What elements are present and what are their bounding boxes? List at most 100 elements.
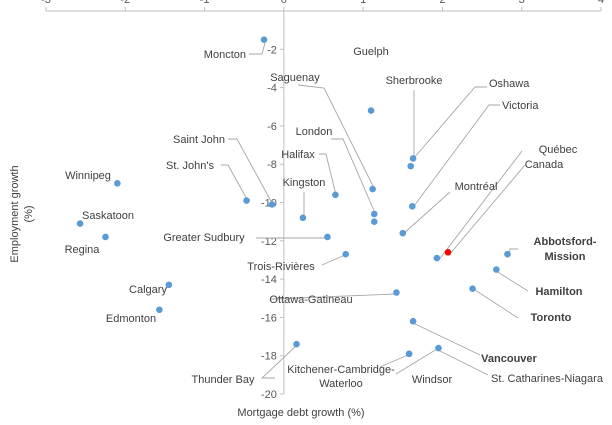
data-label: Ottawa-Gatineau — [269, 294, 352, 306]
data-label: Hamilton — [535, 286, 582, 298]
x-tick-label: -1 — [200, 0, 210, 6]
point-halifax — [332, 191, 339, 199]
point-oshawa — [407, 162, 415, 170]
data-label: Regina — [65, 244, 101, 256]
leader-line — [448, 164, 526, 256]
data-label: Montréal — [455, 181, 498, 193]
leader-line — [228, 138, 273, 204]
point-abbotsford-mission — [504, 250, 511, 258]
data-label: Victoria — [502, 100, 539, 112]
x-tick-label: 4 — [598, 0, 604, 6]
y-tick-label: -16 — [261, 312, 277, 324]
axis-titles: Mortgage debt growth (%) Employment growt… — [9, 165, 365, 419]
leader-line — [410, 321, 481, 356]
data-label: London — [296, 126, 333, 138]
leader-lines — [221, 42, 529, 379]
data-label: Saint John — [173, 134, 225, 146]
data-label: Guelph — [353, 46, 388, 58]
point-saint-j-r-me — [433, 254, 441, 262]
point-moncton — [260, 36, 268, 44]
y-tick-label: -6 — [267, 121, 277, 133]
y-tick-label: -8 — [267, 159, 277, 171]
y-axis-title-line: Employment growth — [9, 165, 21, 262]
leader-line — [260, 344, 298, 379]
point-toronto — [469, 285, 476, 292]
data-label: Thunder Bay — [192, 374, 255, 386]
point-thunder-bay — [293, 340, 300, 348]
point-greater-sudbury — [324, 233, 331, 241]
data-label: Waterloo — [319, 378, 363, 390]
point-guelph — [367, 107, 375, 114]
data-label: Abbotsford- — [534, 236, 597, 248]
data-label: Vancouver — [481, 353, 537, 365]
point-edmonton — [156, 306, 163, 314]
y-tick-label: -20 — [261, 389, 277, 401]
x-tick-label: 1 — [360, 0, 366, 6]
leader-line — [395, 348, 438, 375]
x-tick-label: -2 — [120, 0, 130, 6]
y-axis-title: Employment growth (%) — [9, 165, 35, 262]
x-tick-label: -3 — [41, 0, 51, 6]
x-tick-label: 0 — [281, 0, 287, 6]
data-label: Windsor — [412, 374, 453, 386]
y-tick-label: -14 — [261, 274, 277, 286]
leader-line — [437, 150, 523, 262]
point-vancouver — [409, 317, 417, 325]
point-calgary — [165, 281, 173, 289]
data-label: Calgary — [129, 284, 167, 296]
point-hamilton — [493, 266, 500, 273]
x-tick-label: 3 — [519, 0, 525, 6]
leader-line — [401, 191, 451, 236]
y-tick-label: -12 — [261, 236, 277, 248]
point-victoria — [409, 203, 416, 210]
data-label: St. John's — [166, 160, 214, 172]
data-label: Québec — [539, 144, 578, 156]
data-label: Halifax — [281, 149, 315, 161]
point-ottawa-gatineau — [393, 289, 400, 296]
data-label: Oshawa — [489, 78, 530, 90]
point-st-john-s — [243, 197, 250, 204]
data-label: Edmonton — [106, 313, 156, 325]
data-labels: Moncton Guelph Saguenay Sherbrooke Oshawa Vic… — [65, 46, 604, 390]
leader-line — [270, 293, 397, 300]
data-label: Trois-Rivières — [247, 261, 315, 273]
data-label: Kitchener-Cambridge- — [287, 364, 395, 376]
leader-line — [331, 138, 376, 214]
data-label: Sherbrooke — [386, 75, 443, 87]
point-qu-bec — [399, 229, 407, 237]
data-label: Greater Sudbury — [163, 232, 245, 244]
y-tick-label: -4 — [267, 83, 277, 95]
point-trois-rivi-res — [342, 250, 350, 258]
point-winnipeg — [114, 180, 121, 187]
point-montr-al — [370, 218, 378, 225]
data-label: Moncton — [204, 49, 246, 61]
data-label: Saskatoon — [82, 210, 134, 222]
leader-line — [413, 86, 487, 159]
leader-line — [471, 287, 519, 319]
data-label: Saguenay — [270, 72, 320, 84]
leader-line — [321, 254, 346, 266]
data-label: Kingston — [283, 177, 326, 189]
leader-line — [495, 270, 529, 292]
data-points — [76, 36, 511, 358]
y-tick-label: -18 — [261, 351, 277, 363]
point-canada — [444, 248, 452, 256]
point-st-catharines-niagara — [435, 344, 442, 352]
point-kingston — [299, 214, 307, 222]
x-tick-label: 2 — [439, 0, 445, 6]
data-label: Toronto — [531, 312, 572, 324]
leader-line — [249, 42, 266, 55]
point-windsor — [405, 350, 413, 358]
leader-line — [221, 164, 249, 202]
leader-line — [319, 153, 337, 196]
x-axis-title: Mortgage debt growth (%) — [237, 407, 364, 419]
data-label: Winnipeg — [65, 170, 111, 182]
data-label: Mission — [545, 251, 586, 263]
leader-line — [413, 104, 500, 207]
point-regina — [102, 233, 109, 241]
data-label: St. Catharines-Niagara — [491, 373, 604, 385]
leader-line — [437, 349, 489, 376]
y-tick-label: -2 — [267, 44, 277, 56]
